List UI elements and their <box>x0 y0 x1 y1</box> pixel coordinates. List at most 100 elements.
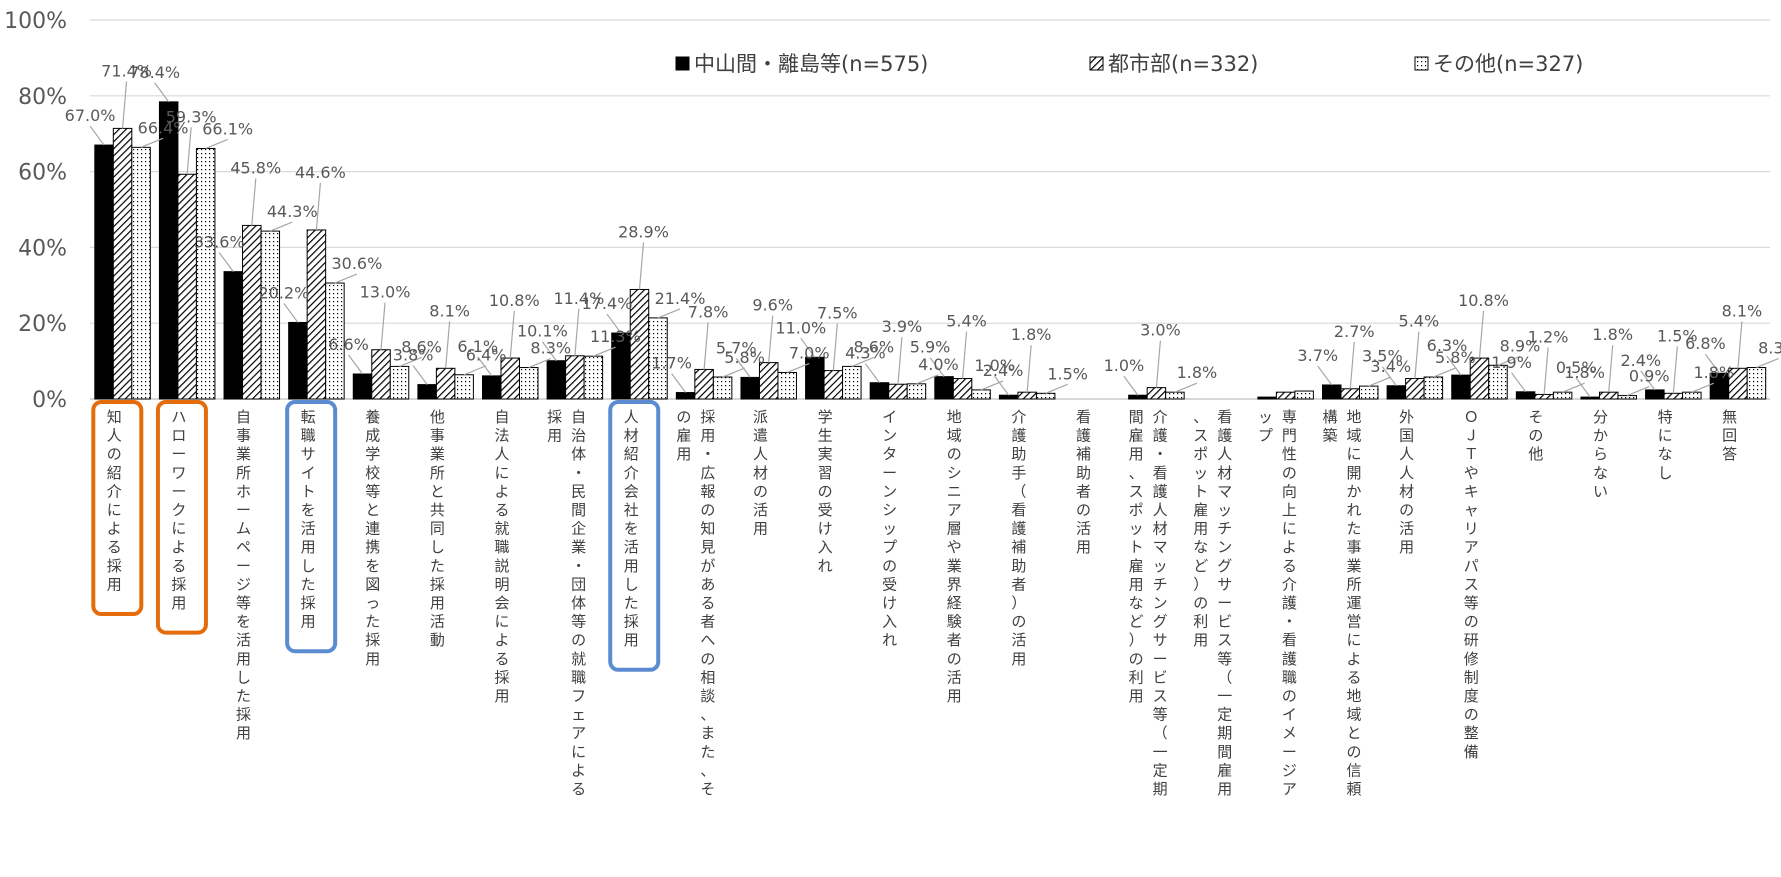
bar-toshibu <box>242 224 262 400</box>
bar-sonota <box>1423 376 1444 400</box>
bar-sonota <box>1165 391 1185 400</box>
leader-line <box>1497 355 1521 366</box>
category-label: 校 <box>365 464 380 482</box>
category-label: 用 <box>301 613 316 631</box>
category-label: よ <box>107 520 122 538</box>
category-label: 等 <box>1217 650 1232 668</box>
category-label: 用 <box>624 631 639 649</box>
category-label: 知 <box>700 520 715 538</box>
highlight-box <box>608 400 661 672</box>
category-label: イ <box>301 464 316 482</box>
category-label: 介 <box>1153 408 1168 426</box>
category-label: よ <box>1282 538 1297 556</box>
leader-line <box>735 358 751 378</box>
data-label: 5.7% <box>716 338 757 357</box>
category-label: 雇 <box>1129 427 1144 445</box>
category-label: を <box>236 613 251 631</box>
highlight-boxes <box>91 400 661 672</box>
highlight-box <box>155 400 208 635</box>
category-label: 助 <box>1011 445 1026 463</box>
category-label: 人 <box>753 445 768 463</box>
category-label: 材 <box>624 427 639 445</box>
category-label: 用 <box>1193 520 1208 538</box>
data-label: 1.0% <box>974 356 1015 375</box>
category-label: 研 <box>1464 631 1479 649</box>
data-label: 10.8% <box>489 291 540 310</box>
category-label: 人 <box>1399 464 1414 482</box>
category-label: あ <box>700 575 715 593</box>
category-label: に <box>494 464 509 482</box>
data-label: 6.4% <box>466 346 507 365</box>
category-label: る <box>571 780 586 798</box>
highlight-box <box>285 400 338 654</box>
category-label: る <box>1282 557 1297 575</box>
bar-sonota <box>906 383 927 400</box>
legend-swatch <box>675 56 690 71</box>
category-label: 民 <box>571 482 586 500</box>
category-label: 地 <box>1346 408 1361 426</box>
category-label: を <box>365 557 380 575</box>
category-label: い <box>1593 482 1608 500</box>
y-tick-label: 40% <box>18 236 67 261</box>
data-label: 0.9% <box>1629 367 1670 386</box>
data-label: 1.0% <box>1104 356 1145 375</box>
legend: 中山間・離島等(n=575) 都市部(n=332) その他(n=327) <box>675 52 1583 76</box>
bar-sonota <box>389 365 410 400</box>
category-label: 者 <box>947 631 962 649</box>
bar-sonota <box>842 365 862 400</box>
category-label: 雇 <box>1129 557 1144 575</box>
bar-chusankan <box>1515 391 1536 400</box>
data-label: 45.8% <box>230 158 281 177</box>
category-label: 治 <box>571 427 586 445</box>
bar-chusankan <box>740 376 760 400</box>
data-label: 1.9% <box>1491 353 1532 372</box>
category-label: 活 <box>753 501 768 519</box>
category-label: 活 <box>301 520 316 538</box>
category-label: 間 <box>1217 743 1232 761</box>
category-label: へ <box>700 631 715 649</box>
category-label: 回 <box>1722 427 1737 445</box>
category-label: 一 <box>1153 743 1168 761</box>
category-label: ス <box>1217 631 1232 649</box>
category-label: の <box>882 557 897 575</box>
category-label: 業 <box>430 445 445 463</box>
bar-sonota <box>260 230 281 400</box>
data-label: 8.3% <box>1758 339 1781 358</box>
category-label: に <box>1346 631 1361 649</box>
category-label: 実 <box>818 445 833 463</box>
category-label: 採 <box>301 594 316 612</box>
category-label: 採 <box>494 668 509 686</box>
category-label: 修 <box>1464 650 1479 668</box>
category-label: 用 <box>301 538 316 556</box>
bar-toshibu <box>371 349 391 400</box>
category-label: ー <box>171 482 186 500</box>
category-label: ロ <box>171 427 186 445</box>
category-label: か <box>1346 482 1361 500</box>
bar-toshibu <box>435 367 456 400</box>
category-label: 体 <box>571 445 586 463</box>
category-label: 連 <box>365 520 380 538</box>
data-label: 44.3% <box>267 202 318 221</box>
category-label: や <box>1464 464 1479 482</box>
leader-line <box>445 321 451 369</box>
category-label: 用 <box>236 724 251 742</box>
category-label: 性 <box>1282 445 1297 463</box>
category-label: ポ <box>1193 445 1208 463</box>
bar-chusankan <box>934 376 954 400</box>
data-label: 2.4% <box>983 361 1024 380</box>
category-label: る <box>494 650 509 668</box>
bar-chusankan <box>998 394 1019 400</box>
category-label: 活 <box>1076 520 1091 538</box>
leader-line <box>961 331 968 379</box>
bar-sonota <box>519 367 539 400</box>
category-label: ス <box>1464 575 1479 593</box>
bar-chusankan <box>1257 396 1277 400</box>
legend-swatch <box>1414 56 1429 71</box>
category-label: 採 <box>107 557 122 575</box>
category-label: 活 <box>236 631 251 649</box>
category-label: 専 <box>1282 408 1297 426</box>
category-label: 活 <box>1011 631 1026 649</box>
category-label: や <box>947 538 962 556</box>
category-label: ン <box>882 427 897 445</box>
category-label: マ <box>1217 482 1232 500</box>
